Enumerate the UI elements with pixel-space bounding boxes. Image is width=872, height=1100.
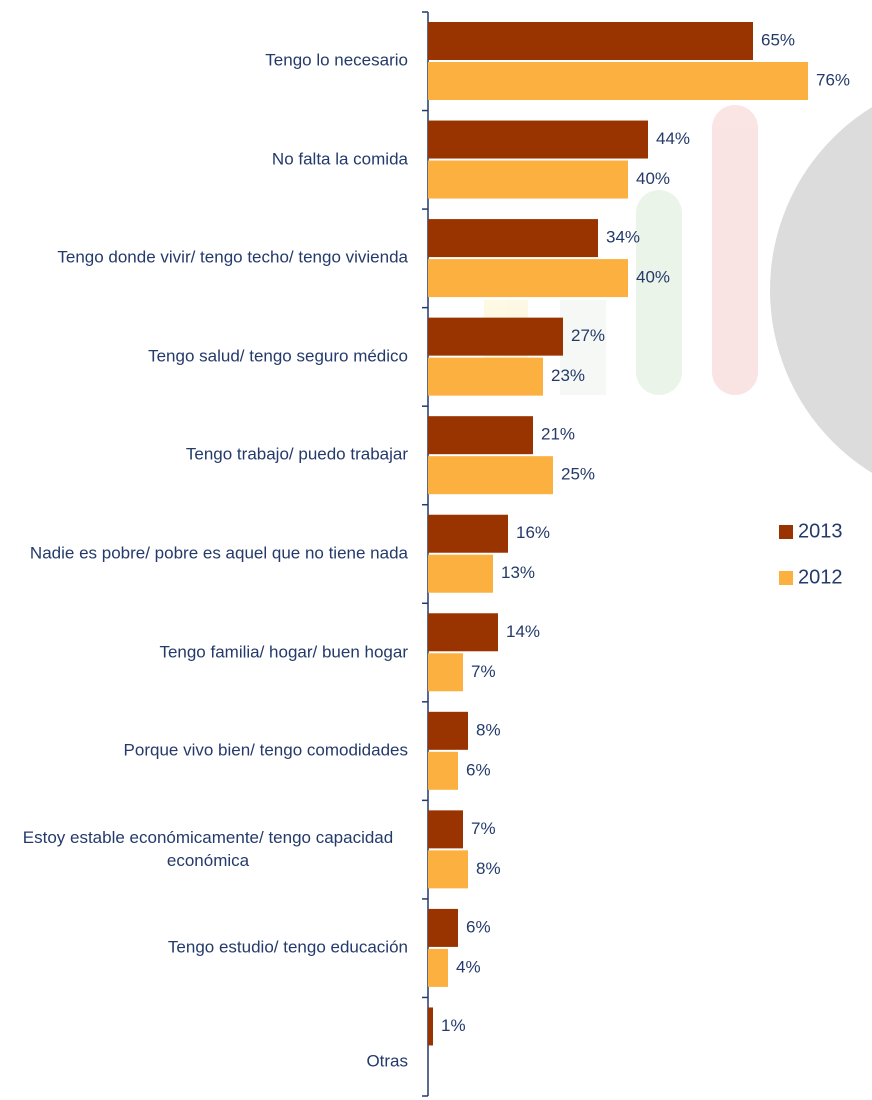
value-label: 25% <box>561 465 595 484</box>
bar <box>428 259 628 298</box>
decor-shape <box>636 190 682 395</box>
category-label: Tengo familia/ hogar/ buen hogar <box>159 642 408 662</box>
bar <box>428 751 458 790</box>
bar <box>428 416 533 455</box>
category-label: Porque vivo bien/ tengo comodidades <box>123 740 408 760</box>
legend-label: 2012 <box>798 566 843 588</box>
legend-swatch <box>779 571 793 585</box>
value-label: 6% <box>466 917 491 936</box>
category-label: Tengo salud/ tengo seguro médico <box>148 346 408 366</box>
value-label: 34% <box>606 228 640 247</box>
category-label: Otras <box>366 1051 408 1071</box>
bar <box>428 711 468 750</box>
legend-label: 2013 <box>798 520 843 542</box>
bar <box>428 948 448 987</box>
bar <box>428 850 468 889</box>
category-label: No falta la comida <box>271 149 408 169</box>
category-label: Tengo estudio/ tengo educación <box>167 937 408 957</box>
bar <box>428 1007 433 1046</box>
bar <box>428 554 493 593</box>
bar <box>428 219 598 258</box>
value-label: 23% <box>551 366 585 385</box>
value-label: 8% <box>476 859 501 878</box>
decor-shape <box>560 300 606 395</box>
value-label: 65% <box>761 30 795 49</box>
bar <box>428 22 753 60</box>
bar <box>428 653 463 692</box>
bar <box>428 514 508 553</box>
value-label: 14% <box>506 622 540 641</box>
value-label: 7% <box>471 662 496 681</box>
value-label: 44% <box>656 129 690 148</box>
value-label: 6% <box>466 760 491 779</box>
value-label: 8% <box>476 720 501 739</box>
value-label: 4% <box>456 957 481 976</box>
decor-shape <box>712 105 758 395</box>
category-label: Tengo trabajo/ puedo trabajar <box>185 444 408 464</box>
bar <box>428 62 808 100</box>
bar <box>428 160 628 199</box>
category-label: Tengo lo necesario <box>265 50 408 70</box>
bar <box>428 810 463 849</box>
value-label: 16% <box>516 523 550 542</box>
bar <box>428 357 543 396</box>
value-label: 13% <box>501 563 535 582</box>
bar <box>428 908 458 947</box>
bar <box>428 613 498 652</box>
bar <box>428 456 553 495</box>
value-label: 1% <box>441 1016 466 1035</box>
legend-swatch <box>779 525 793 539</box>
category-label: Nadie es pobre/ pobre es aquel que no ti… <box>29 543 408 563</box>
value-label: 76% <box>816 70 850 89</box>
value-label: 21% <box>541 425 575 444</box>
value-label: 7% <box>471 819 496 838</box>
bar <box>428 120 648 159</box>
category-label: Estoy estable económicamente/ tengo capa… <box>22 827 394 870</box>
value-label: 40% <box>636 169 670 188</box>
value-label: 27% <box>571 326 605 345</box>
bar <box>428 317 563 356</box>
decor-circle <box>770 107 872 473</box>
background-decoration <box>484 105 872 473</box>
value-label: 40% <box>636 268 670 287</box>
category-label: Tengo donde vivir/ tengo techo/ tengo vi… <box>57 247 408 267</box>
